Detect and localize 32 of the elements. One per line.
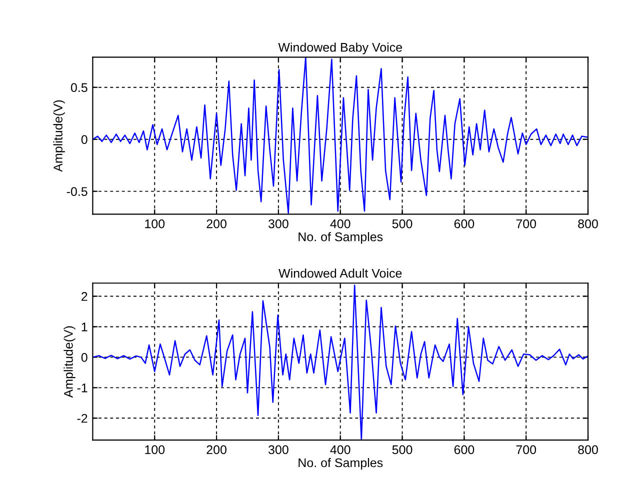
- x-tick-label: 100: [145, 445, 165, 454]
- y-tick-label: 1: [82, 322, 88, 332]
- x-tick-label: 400: [330, 219, 350, 228]
- y-tick-label: -2: [77, 414, 88, 423]
- x-tick-label: 200: [206, 219, 226, 228]
- x-tick-label: 400: [330, 445, 350, 454]
- y-tick-label: 0: [81, 135, 88, 144]
- x-tick-label: 200: [206, 445, 226, 454]
- x-tick-label: 300: [268, 445, 288, 454]
- x-axis-title: No. of Samples: [298, 232, 383, 244]
- line-series: [92, 284, 588, 440]
- x-tick-label: 500: [392, 445, 412, 454]
- y-tick-label: -1: [77, 384, 88, 392]
- y-axis-title: Amplitude(V): [64, 326, 76, 398]
- y-tick-label: 2: [82, 292, 88, 301]
- x-tick-label: 700: [516, 445, 536, 454]
- x-tick-label: 600: [454, 219, 474, 228]
- y-axis-title: Amplitude(V): [53, 100, 65, 172]
- x-axis-title: No. of Samples: [298, 458, 383, 470]
- y-tick-label: -0.5: [66, 187, 88, 196]
- x-tick-label: 600: [454, 445, 474, 454]
- x-tick-label: 800: [578, 219, 598, 228]
- x-tick-label: 300: [268, 219, 288, 228]
- chart-title: Windowed Adult Voice: [278, 268, 402, 278]
- y-tick-label: 0: [81, 352, 88, 362]
- x-tick-label: 500: [392, 219, 412, 228]
- line-series: [92, 57, 588, 214]
- x-tick-label: 700: [516, 219, 536, 228]
- chart-title: Windowed Baby Voice: [278, 42, 402, 54]
- y-tick-label: 0.5: [70, 83, 88, 92]
- x-tick-label: 800: [578, 445, 598, 454]
- x-tick-label: 100: [145, 219, 165, 228]
